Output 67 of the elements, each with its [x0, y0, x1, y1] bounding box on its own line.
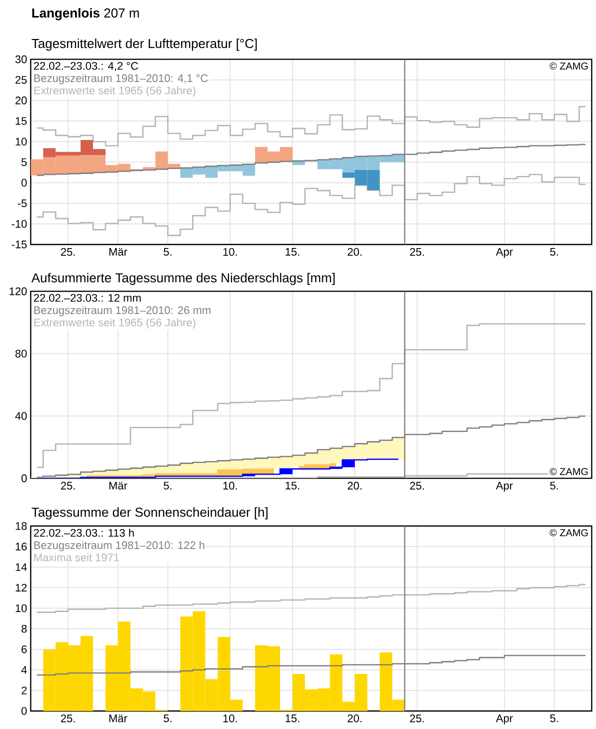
x-tick-label: 20. [348, 248, 362, 256]
y-tick-label: 10 [16, 138, 27, 146]
annotation: © ZAMG [550, 529, 588, 536]
x-tick-label: 25. [410, 482, 424, 490]
x-tick-label: Apr [496, 482, 513, 492]
y-tick-label: 5 [22, 158, 27, 166]
x-tick-label: 25. [61, 482, 75, 490]
y-tick-label: 16 [16, 542, 27, 550]
x-tick-label: 15. [286, 482, 300, 490]
y-tick-label: 40 [15, 412, 27, 420]
y-tick-label: 80 [15, 350, 27, 358]
y-tick-label: -15 [12, 240, 27, 248]
annotation: 22.02.–23.03.: 12 mm [34, 294, 141, 302]
x-tick-label: 15. [286, 714, 300, 722]
y-tick-label: 25 [15, 76, 27, 84]
text: Bezugszeitraum 1981–2010: 122 h [34, 541, 204, 552]
y-tick-label: 18 [16, 522, 27, 530]
chart-title: Tagessumme der Sonnenscheindauer [h] [32, 507, 268, 520]
y-tick-label: 8 [22, 624, 27, 633]
x-tick-label: 5. [164, 714, 172, 722]
y-tick-label: 0 [22, 707, 27, 715]
y-tick-label: 30 [15, 55, 27, 64]
annotation: © ZAMG [550, 62, 588, 70]
x-tick-label: Apr [496, 714, 513, 724]
y-tick-label: 12 [16, 584, 27, 592]
annotation: © ZAMG [550, 468, 588, 476]
x-tick-label: Mär [109, 248, 128, 256]
x-tick-label: 10. [223, 482, 237, 490]
text: Bezugszeitraum 1981–2010: 26 mm [34, 306, 210, 316]
y-tick-label: -10 [12, 220, 27, 228]
y-tick-label: 14 [16, 563, 27, 571]
annotation: 22.02.–23.03.: 4,2 °C [34, 62, 138, 72]
y-tick-label: 0 [22, 474, 27, 482]
y-tick-label: 10 [16, 604, 27, 612]
x-tick-label: 20. [348, 482, 362, 490]
x-tick-label: 5. [164, 482, 172, 490]
text: Maxima seit 1971 [34, 553, 120, 562]
x-tick-label: 5. [550, 482, 558, 490]
x-tick-label: 25. [410, 248, 424, 256]
chart-subtitle: Tagesmittelwert der Lufttemperatur [°C] [32, 38, 257, 51]
y-tick-label: 20 [15, 96, 27, 104]
x-tick-label: 5. [550, 248, 558, 256]
y-tick-label: 120 [10, 287, 27, 296]
x-tick-label: 5. [164, 248, 172, 256]
x-tick-label: Mär [109, 482, 128, 490]
y-tick-label: 15 [16, 117, 27, 125]
y-tick-label: 4 [21, 666, 27, 674]
annotation: 22.02.–23.03.: 113 h [34, 528, 134, 537]
x-tick-label: 15. [286, 248, 300, 256]
y-tick-label: 2 [22, 686, 27, 694]
x-tick-label: 5. [550, 714, 558, 722]
x-tick-label: Mär [109, 714, 128, 722]
text: Bezugszeitraum 1981–2010: 4,1 °C [34, 74, 208, 84]
x-tick-label: 25. [61, 714, 75, 722]
x-tick-label: 10. [223, 714, 237, 722]
x-tick-label: 20. [348, 714, 362, 722]
y-tick-label: -5 [18, 200, 27, 208]
y-tick-label: 6 [22, 645, 27, 654]
chart-title: Aufsummierte Tagessumme des Niederschlags [mm] [31, 272, 335, 285]
y-tick-label: 0 [22, 178, 27, 187]
x-tick-label: Apr [496, 248, 513, 258]
chart-title: Langenlois 207 m [32, 8, 139, 20]
x-tick-label: 10. [223, 248, 237, 256]
x-tick-label: 25. [61, 248, 75, 256]
text: Extremwerte seit 1965 (56 Jahre) [34, 318, 196, 329]
text: Extremwerte seit 1965 (56 Jahre) [34, 86, 196, 97]
x-tick-label: 25. [410, 714, 424, 722]
